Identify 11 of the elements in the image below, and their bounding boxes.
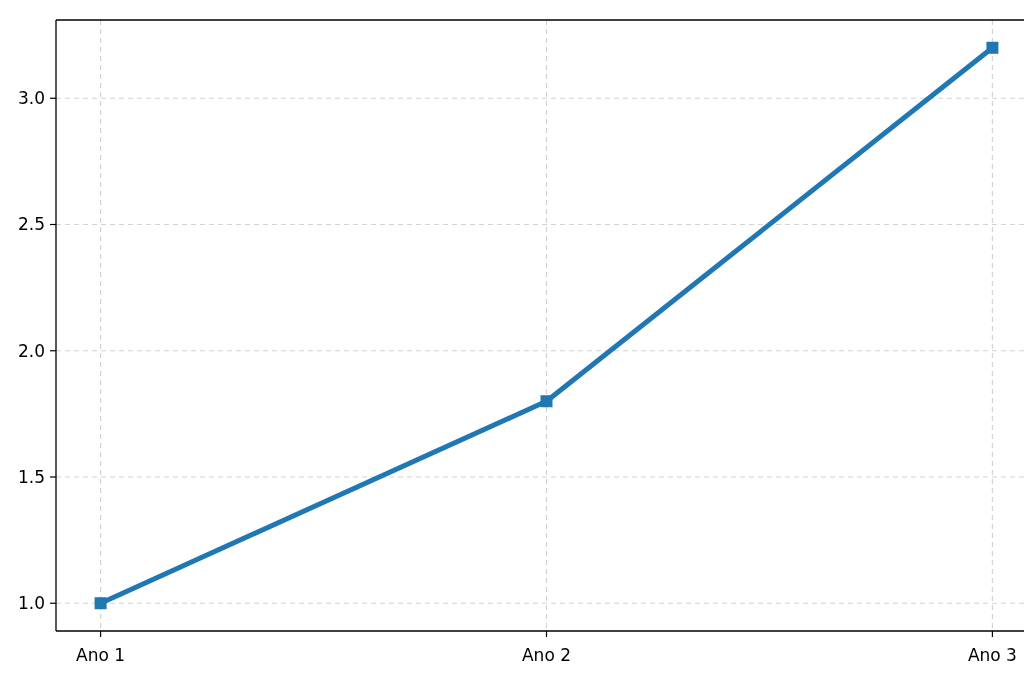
- y-tick-label: 2.5: [17, 214, 45, 235]
- point: [540, 395, 553, 408]
- point: [94, 597, 107, 610]
- x-tick-label: Ano 1: [76, 645, 126, 665]
- y-tick-label: 1.0: [17, 593, 45, 614]
- y-tick-label: 2.0: [17, 340, 45, 361]
- y-tick-label: 3.0: [17, 88, 45, 109]
- y-tick-label: 1.5: [17, 466, 45, 487]
- x-tick-label: Ano 3: [967, 645, 1017, 665]
- x-tick-label: Ano 2: [521, 645, 572, 665]
- point: [986, 41, 999, 54]
